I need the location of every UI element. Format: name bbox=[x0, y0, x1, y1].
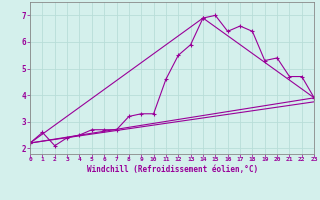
X-axis label: Windchill (Refroidissement éolien,°C): Windchill (Refroidissement éolien,°C) bbox=[86, 165, 258, 174]
